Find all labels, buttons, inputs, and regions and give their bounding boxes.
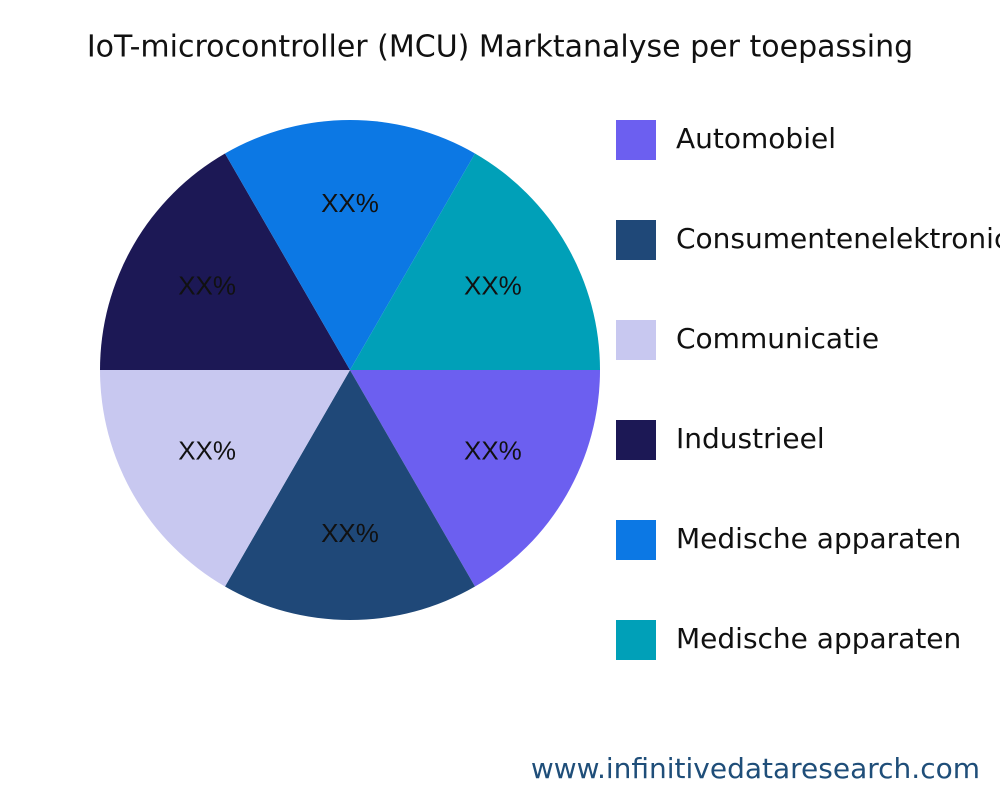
legend-swatch bbox=[616, 220, 656, 260]
slice-label: XX% bbox=[464, 435, 522, 465]
pie-slice bbox=[100, 370, 350, 587]
legend-label: Industrieel bbox=[676, 422, 825, 455]
legend-swatch bbox=[616, 520, 656, 560]
pie-slice bbox=[225, 119, 475, 370]
pie-slice bbox=[225, 370, 475, 620]
slice-label: XX% bbox=[178, 435, 236, 465]
legend-label: Communicatie bbox=[676, 322, 879, 355]
legend-label: Automobiel bbox=[676, 122, 836, 155]
legend-label: Medische apparaten bbox=[676, 622, 961, 655]
legend-swatch bbox=[616, 120, 656, 160]
legend-swatch bbox=[616, 320, 656, 360]
slice-label: XX% bbox=[321, 518, 379, 548]
legend-label: Consumentenelektronica bbox=[676, 222, 1000, 255]
footer: www.infinitivedataresearch.com bbox=[531, 752, 980, 785]
pie-slice bbox=[350, 370, 600, 587]
legend-label: Medische apparaten bbox=[676, 522, 961, 555]
legend-swatch bbox=[616, 420, 656, 460]
slice-label: XX% bbox=[178, 270, 236, 300]
pie-slice bbox=[100, 153, 350, 370]
slice-label: XX% bbox=[464, 270, 522, 300]
slice-label: XX% bbox=[321, 188, 379, 218]
chart-title: IoT-microcontroller (MCU) Marktanalyse p… bbox=[87, 30, 913, 65]
pie-slice bbox=[350, 153, 600, 370]
legend-swatch bbox=[616, 620, 656, 660]
